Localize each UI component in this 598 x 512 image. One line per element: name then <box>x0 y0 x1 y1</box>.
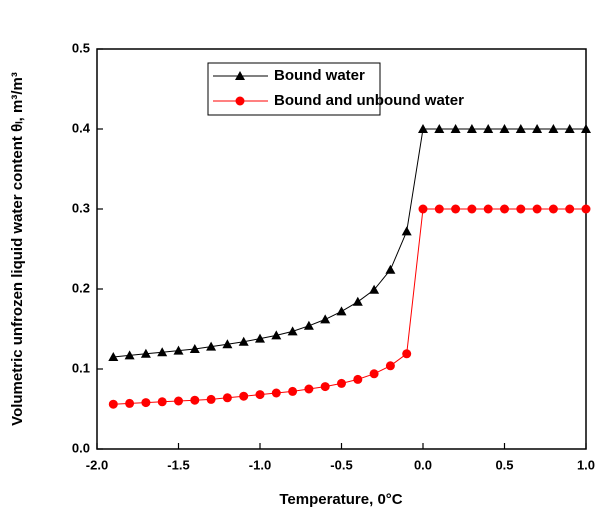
data-point <box>174 396 183 406</box>
data-point <box>466 124 477 133</box>
data-point <box>548 204 558 214</box>
legend-marker <box>235 71 245 80</box>
y-tick-label: 0.3 <box>72 200 90 215</box>
data-point <box>369 284 380 294</box>
data-point <box>352 296 363 306</box>
data-point <box>140 348 151 358</box>
data-point <box>581 204 591 214</box>
data-point <box>271 388 281 398</box>
data-point <box>108 399 118 409</box>
data-point <box>190 395 200 405</box>
data-point <box>385 264 396 274</box>
data-point <box>418 204 428 214</box>
data-point <box>483 204 493 214</box>
data-point <box>336 306 347 316</box>
y-tick-label: 0.2 <box>72 280 90 295</box>
data-point <box>515 124 526 133</box>
data-point <box>516 204 526 214</box>
data-point <box>564 124 575 133</box>
data-point <box>418 124 428 133</box>
data-point <box>222 339 233 349</box>
data-point <box>581 124 591 133</box>
data-point <box>500 204 509 214</box>
data-point <box>402 349 412 359</box>
data-point <box>222 393 232 403</box>
y-tick-label: 0.5 <box>72 40 90 55</box>
data-point <box>304 384 314 394</box>
data-point <box>108 352 119 361</box>
data-point <box>124 350 135 360</box>
data-point <box>401 226 412 236</box>
data-point <box>157 347 168 357</box>
data-point <box>450 124 461 133</box>
data-point <box>565 204 575 214</box>
data-point <box>337 378 346 388</box>
data-point <box>239 391 249 401</box>
legend-box <box>207 62 381 116</box>
data-point <box>467 204 477 214</box>
data-point <box>548 124 559 133</box>
data-point <box>434 204 444 214</box>
x-tick-label: 0.5 <box>495 457 513 472</box>
data-point <box>483 124 494 133</box>
x-tick-label: -2.0 <box>86 457 108 472</box>
data-point <box>255 390 265 400</box>
data-point <box>238 336 249 346</box>
data-point <box>206 394 216 404</box>
legend-marker <box>235 96 245 106</box>
data-point <box>369 369 379 379</box>
data-point <box>532 204 542 214</box>
y-tick-label: 0.0 <box>72 440 90 455</box>
data-point <box>189 344 200 353</box>
data-point <box>141 398 151 408</box>
data-point <box>287 326 298 336</box>
data-point <box>288 386 298 396</box>
y-tick-label: 0.4 <box>72 120 91 135</box>
data-point <box>255 333 265 343</box>
data-point <box>125 398 135 408</box>
x-tick-label: 1.0 <box>577 457 595 472</box>
data-point <box>303 320 314 330</box>
x-tick-label: -0.5 <box>330 457 352 472</box>
legend-label: Bound water <box>274 67 365 84</box>
series-line <box>113 128 586 358</box>
y-axis-label: Volumetric unfrozen liquid water content… <box>9 72 26 426</box>
x-tick-label: -1.0 <box>249 457 271 472</box>
data-point <box>157 397 167 407</box>
y-tick-label: 0.1 <box>72 360 90 375</box>
data-point <box>320 314 331 324</box>
legend-label: Bound and unbound water <box>274 92 464 109</box>
data-point <box>434 124 445 133</box>
data-point <box>271 330 282 340</box>
data-point <box>206 341 217 351</box>
data-point <box>451 204 461 214</box>
data-point <box>532 124 543 133</box>
data-point <box>173 345 184 355</box>
x-tick-label: -1.5 <box>167 457 189 472</box>
data-point <box>353 374 363 384</box>
x-tick-label: 0.0 <box>414 457 432 472</box>
data-point <box>385 361 395 371</box>
data-point <box>499 124 510 133</box>
data-point <box>320 382 330 392</box>
x-axis-label: Temperature, 0°C <box>279 491 402 508</box>
